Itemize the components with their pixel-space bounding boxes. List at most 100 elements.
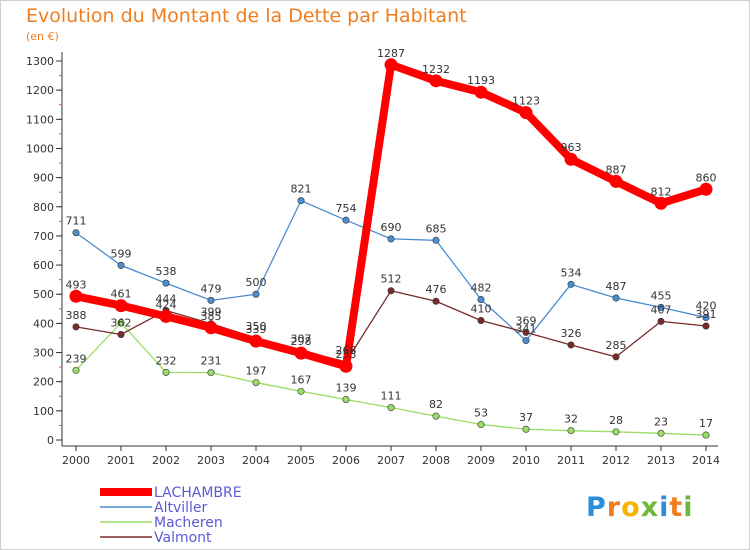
data-point — [342, 216, 350, 224]
y-tick-label: 900 — [33, 172, 54, 185]
data-label: 362 — [111, 316, 132, 329]
x-tick-label: 2002 — [152, 454, 180, 467]
x-tick-label: 2013 — [647, 454, 675, 467]
legend-label: Valmont — [154, 530, 212, 546]
data-label: 487 — [606, 280, 627, 293]
data-label: 424 — [156, 298, 177, 311]
data-point — [477, 316, 485, 324]
y-tick-label: 0 — [47, 434, 54, 447]
data-label: 455 — [651, 289, 672, 302]
x-tick-label: 2007 — [377, 454, 405, 467]
data-label: 444 — [156, 293, 177, 306]
data-point — [702, 322, 710, 330]
data-label: 410 — [471, 302, 492, 315]
data-label: 285 — [606, 339, 627, 352]
logo-letter: o — [621, 492, 641, 523]
data-point — [612, 428, 620, 436]
y-tick-label: 600 — [33, 259, 54, 272]
data-label: 534 — [561, 266, 582, 279]
x-tick-label: 2003 — [197, 454, 225, 467]
logo-letter: t — [669, 492, 683, 523]
data-label: 53 — [474, 407, 488, 420]
data-point — [207, 296, 215, 304]
logo-letter: i — [683, 492, 693, 523]
data-label: 512 — [381, 273, 402, 286]
data-point — [117, 319, 125, 327]
x-tick-label: 2001 — [107, 454, 135, 467]
data-label: 231 — [201, 355, 222, 368]
data-label: 599 — [111, 247, 132, 260]
data-label: 23 — [654, 415, 668, 428]
data-point — [252, 290, 260, 298]
data-point — [657, 303, 665, 311]
data-label: 326 — [561, 327, 582, 340]
y-tick-label: 500 — [33, 288, 54, 301]
x-tick-label: 2009 — [467, 454, 495, 467]
data-label: 963 — [561, 141, 582, 154]
data-label: 17 — [699, 417, 713, 430]
y-tick-label: 400 — [33, 317, 54, 330]
data-label: 860 — [696, 171, 717, 184]
data-label: 253 — [336, 348, 357, 361]
data-label: 385 — [201, 310, 222, 323]
proxiti-logo: Proxiti — [586, 492, 694, 523]
data-point — [432, 236, 440, 244]
logo-letter: P — [586, 492, 607, 523]
data-label: 82 — [429, 398, 443, 411]
x-tick-label: 2014 — [692, 454, 720, 467]
data-point — [567, 341, 575, 349]
data-label: 111 — [381, 390, 402, 403]
data-point — [387, 287, 395, 295]
data-point — [204, 321, 218, 335]
x-tick-label: 2005 — [287, 454, 315, 467]
data-label: 139 — [336, 381, 357, 394]
data-point — [387, 235, 395, 243]
data-point — [297, 387, 305, 395]
chart-subtitle: (en €) — [26, 30, 59, 43]
data-label: 407 — [651, 303, 672, 316]
x-tick-label: 2011 — [557, 454, 585, 467]
y-tick-label: 1000 — [26, 142, 54, 155]
data-point — [432, 297, 440, 305]
data-point — [297, 197, 305, 205]
data-label: 500 — [246, 276, 267, 289]
data-label: 339 — [246, 323, 267, 336]
data-label: 685 — [426, 222, 447, 235]
legend-label: Altviller — [154, 500, 208, 516]
data-label: 1123 — [512, 95, 540, 108]
data-point — [432, 412, 440, 420]
data-label: 1287 — [377, 47, 405, 60]
data-label: 1232 — [422, 63, 450, 76]
data-label: 690 — [381, 221, 402, 234]
data-point — [72, 229, 80, 237]
data-point — [117, 261, 125, 269]
data-point — [162, 279, 170, 287]
data-point — [384, 58, 398, 72]
data-label: 821 — [291, 183, 312, 196]
data-point — [159, 309, 173, 323]
logo-letter: x — [641, 492, 659, 523]
data-label: 350 — [246, 320, 267, 333]
data-label: 1193 — [467, 74, 495, 87]
data-label: 341 — [516, 323, 537, 336]
y-tick-label: 300 — [33, 347, 54, 360]
data-label: 32 — [564, 413, 578, 426]
proxiti-logo-text: Proxiti — [586, 492, 694, 523]
data-point — [252, 379, 260, 387]
data-point — [654, 196, 668, 210]
data-point — [519, 106, 533, 120]
x-tick-label: 2004 — [242, 454, 270, 467]
data-point — [339, 359, 353, 373]
data-label: 268 — [336, 344, 357, 357]
data-label: 482 — [471, 281, 492, 294]
data-point — [522, 337, 530, 345]
data-label: 197 — [246, 365, 267, 378]
data-point — [69, 289, 83, 303]
data-point — [387, 404, 395, 412]
data-point — [612, 353, 620, 361]
data-label: 461 — [111, 288, 132, 301]
data-label: 812 — [651, 185, 672, 198]
series-altviller — [72, 197, 710, 345]
data-label: 479 — [201, 282, 222, 295]
